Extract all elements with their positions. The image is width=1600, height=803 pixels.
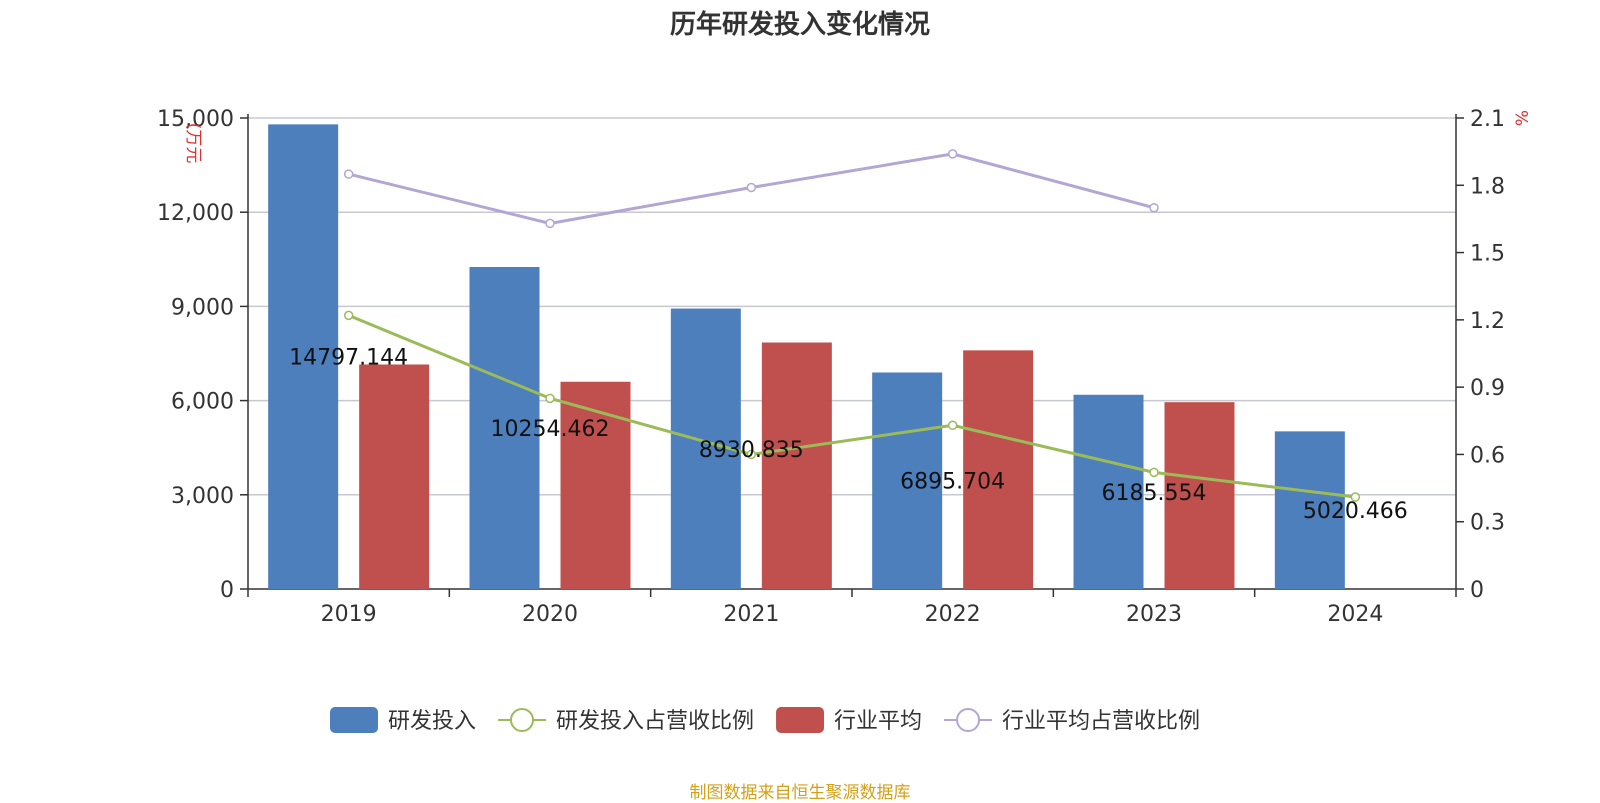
bar-行业平均 [963,350,1034,589]
legend-marker-行业平均占营收比例 [956,708,981,732]
bar-研发投入 [1274,431,1345,589]
legend-marker-研发投入占营收比例 [510,708,535,732]
y-right-tick-label: 0.9 [1470,376,1505,401]
y-right-tick-label: 0 [1470,578,1484,603]
y-right-tick-label: 1.2 [1470,309,1505,334]
x-tick-label: 2021 [723,602,779,627]
legend-label: 研发投入 [388,709,476,734]
line-point-研发投入占营收比例 [746,449,757,460]
line-point-研发投入占营收比例 [343,310,354,321]
bar-研发投入 [1073,394,1144,589]
x-tick-label: 2020 [522,602,578,627]
line-point-行业平均占营收比例 [1149,202,1159,213]
line-point-研发投入占营收比例 [1350,492,1361,502]
bar-行业平均 [1164,402,1235,589]
source-note: 制图数据来自恒生聚源数据库 [689,783,911,803]
data-label: 10254.462 [491,417,610,442]
y-right-unit-label: % [1513,110,1533,126]
line-point-行业平均占营收比例 [343,169,354,179]
bar-行业平均 [761,342,832,589]
legend-label: 研发投入占营收比例 [556,709,754,734]
line-point-行业平均占营收比例 [746,182,757,193]
y-right-tick-label: 0.3 [1470,511,1505,536]
bar-行业平均 [560,381,631,589]
y-left-unit-label: (万元 [183,123,203,164]
bar-研发投入 [469,267,540,589]
legend-swatch-研发投入 [330,707,378,733]
y-left-tick-label: 9,000 [171,295,234,320]
y-left-tick-label: 3,000 [171,484,234,509]
data-label: 6185.554 [1102,481,1207,506]
line-point-研发投入占营收比例 [545,393,555,404]
y-left-tick-label: 12,000 [157,201,234,226]
x-tick-label: 2024 [1327,602,1383,627]
x-tick-label: 2023 [1126,602,1182,627]
y-left-tick-label: 6,000 [171,390,234,415]
bar-行业平均 [359,364,430,589]
y-right-tick-label: 1.5 [1470,242,1505,267]
series-line-研发投入占营收比例 [348,313,1356,499]
line-point-研发投入占营收比例 [947,420,958,431]
y-right-tick-label: 1.8 [1470,174,1505,199]
y-right-tick-label: 0.6 [1470,443,1505,468]
y-right-tick-label: 2.1 [1470,107,1505,132]
x-tick-label: 2019 [321,602,377,627]
bar-研发投入 [268,124,339,589]
x-tick-label: 2022 [925,602,981,627]
legend-label: 行业平均 [834,709,922,734]
data-label: 14797.144 [289,346,408,371]
data-label: 8930.835 [699,438,804,463]
y-left-tick-label: 15,000 [157,107,234,132]
legend-swatch-行业平均 [776,707,825,733]
legend-label: 行业平均占营收比例 [1002,709,1200,734]
line-point-研发投入占营收比例 [1149,467,1159,478]
line-point-行业平均占营收比例 [947,149,958,159]
line-point-行业平均占营收比例 [545,218,555,229]
data-label: 6895.704 [900,470,1005,495]
chart-title: 历年研发投入变化情况 [669,10,930,40]
bar-研发投入 [872,372,943,589]
data-label: 5020.466 [1303,499,1408,524]
y-left-tick-label: 0 [220,578,234,603]
